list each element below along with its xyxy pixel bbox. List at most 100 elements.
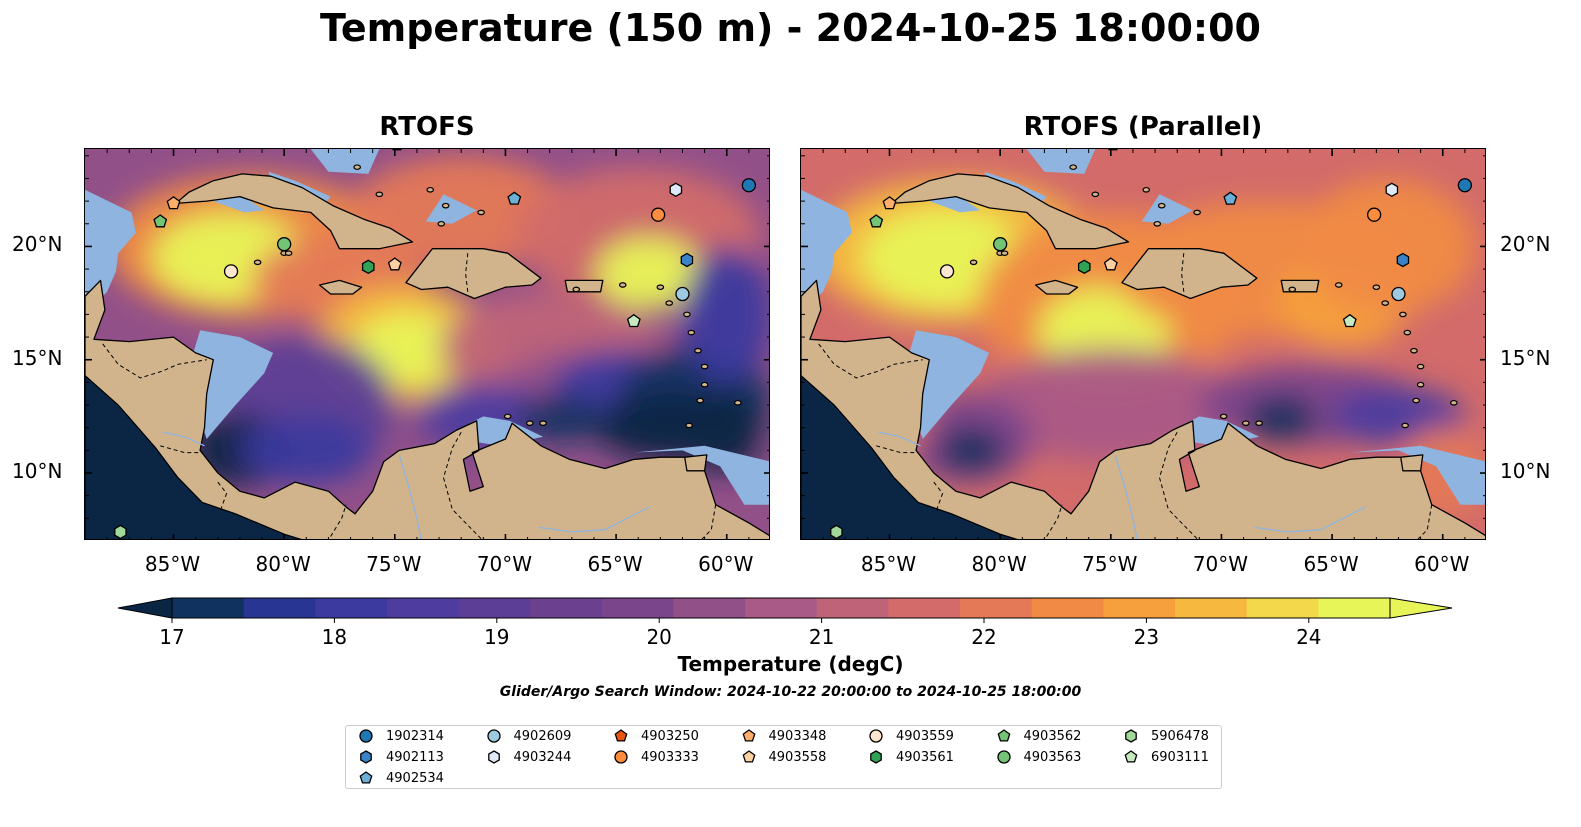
temperature-patch: [516, 395, 606, 442]
legend-marker-hexagon-icon: [870, 750, 882, 764]
float-marker-4903561[interactable]: [1077, 259, 1091, 275]
river: [162, 431, 205, 447]
float-marker-4903348[interactable]: [166, 196, 181, 210]
country-border: [818, 343, 923, 379]
legend-marker-icon: [869, 729, 883, 743]
colorbar-segment: [386, 598, 460, 618]
colorbar-segment: [816, 598, 889, 618]
legend-marker-icon: [614, 729, 628, 742]
legend-marker-icon: [359, 771, 373, 784]
legend-marker-icon: [486, 729, 501, 743]
island: [1157, 202, 1166, 209]
land-trinidad: [684, 454, 708, 472]
float-marker-6903111[interactable]: [626, 313, 641, 328]
country-border: [102, 343, 207, 379]
island: [1372, 284, 1381, 291]
land-centam: [85, 279, 769, 539]
float-marker-4902534[interactable]: [1223, 191, 1238, 205]
island: [477, 209, 485, 216]
colorbar-segment: [601, 598, 675, 618]
float-marker-4903348[interactable]: [882, 196, 897, 210]
float-marker-4903561[interactable]: [361, 259, 375, 275]
legend-marker-circle-icon: [996, 750, 1011, 764]
float-marker-4903559[interactable]: [939, 264, 955, 279]
float-marker-4903244[interactable]: [1385, 182, 1399, 198]
lon-label: 65°W: [587, 552, 643, 576]
map-panel-rtofs-parallel[interactable]: [800, 148, 1486, 540]
float-marker-4903244[interactable]: [669, 182, 683, 198]
legend-marker-icon: [997, 729, 1010, 742]
float-marker-4902609[interactable]: [1391, 286, 1406, 302]
legend-label: 4903559: [896, 728, 954, 744]
float-marker-4903558[interactable]: [387, 257, 402, 271]
legend-marker-pentagon-icon: [359, 771, 373, 784]
float-marker-4903563[interactable]: [277, 237, 292, 252]
float-marker-4902113[interactable]: [680, 252, 694, 268]
float-marker-6903111[interactable]: [1342, 313, 1357, 328]
legend-marker-icon: [742, 750, 755, 763]
float-marker-4902609[interactable]: [675, 286, 690, 302]
island: [685, 422, 693, 429]
float-marker-4903333[interactable]: [650, 207, 666, 222]
temperature-patch: [352, 312, 468, 385]
country-border: [701, 504, 717, 539]
temperature-patch: [1298, 178, 1476, 315]
colorbar-segment: [172, 598, 245, 618]
figure-title: Temperature (150 m) - 2024-10-25 18:00:0…: [319, 6, 1261, 50]
lon-label: 80°W: [971, 552, 1027, 576]
float-marker-4902534[interactable]: [507, 191, 522, 205]
lon-label: 75°W: [366, 552, 422, 576]
float-marker-4903250[interactable]: [391, 149, 403, 151]
island: [1142, 186, 1151, 193]
legend-label: 6903111: [1151, 749, 1209, 765]
legend-marker-circle-icon: [486, 729, 501, 743]
shelf-area: [191, 330, 274, 439]
colorbar-tick-label: 20: [646, 625, 672, 649]
colorbar-segment: [960, 598, 1033, 618]
colorbar-frame: [171, 597, 1391, 619]
map-panel-rtofs[interactable]: [84, 148, 770, 540]
float-marker-4903250[interactable]: [1107, 149, 1119, 151]
land-jamaica: [318, 279, 363, 295]
colorbar-tick-label: 17: [159, 625, 185, 649]
legend-label: 4903558: [768, 749, 827, 765]
island: [665, 300, 674, 306]
island: [1219, 413, 1228, 420]
shelf-area: [801, 189, 852, 304]
legend-marker-icon: [1125, 729, 1137, 743]
float-marker-5906478[interactable]: [114, 524, 127, 539]
float-marker-1902314[interactable]: [1457, 178, 1473, 193]
island: [539, 420, 547, 426]
island: [700, 381, 709, 388]
colorbar-extend-low: [117, 597, 173, 619]
temperature-patch: [1245, 395, 1317, 442]
float-marker-4903333[interactable]: [1366, 207, 1382, 222]
legend-item-4903558: 4903558: [739, 749, 827, 765]
island: [696, 397, 704, 404]
lat-label-right: 10°N: [1500, 459, 1551, 484]
island: [1410, 347, 1418, 354]
float-marker-5906478[interactable]: [830, 524, 843, 539]
river: [1114, 454, 1138, 539]
colorbar-extend-high: [1389, 597, 1453, 619]
colorbar-tick-label: 18: [321, 625, 348, 649]
float-marker-4903559[interactable]: [223, 264, 239, 279]
float-marker-4902113[interactable]: [1396, 252, 1410, 268]
float-marker-4903563[interactable]: [993, 237, 1008, 252]
float-marker-4903562[interactable]: [869, 214, 884, 228]
shelf-area: [633, 445, 769, 505]
legend-marker-pentagon-icon: [742, 750, 755, 763]
float-marker-4903558[interactable]: [1103, 257, 1118, 271]
lat-label-left: 15°N: [12, 345, 63, 370]
legend-marker-icon: [359, 729, 373, 743]
temperature-patch: [239, 416, 373, 485]
float-marker-4903562[interactable]: [153, 214, 168, 228]
island: [572, 286, 581, 293]
colorbar-segment: [458, 598, 531, 618]
shelf-area: [1141, 194, 1193, 224]
land-cuba: [891, 173, 1130, 250]
land-jamaica: [1034, 279, 1079, 295]
legend-item-4903333: 4903333: [611, 749, 699, 765]
float-marker-1902314[interactable]: [741, 178, 757, 193]
legend-item-4903244: 4903244: [484, 749, 571, 765]
